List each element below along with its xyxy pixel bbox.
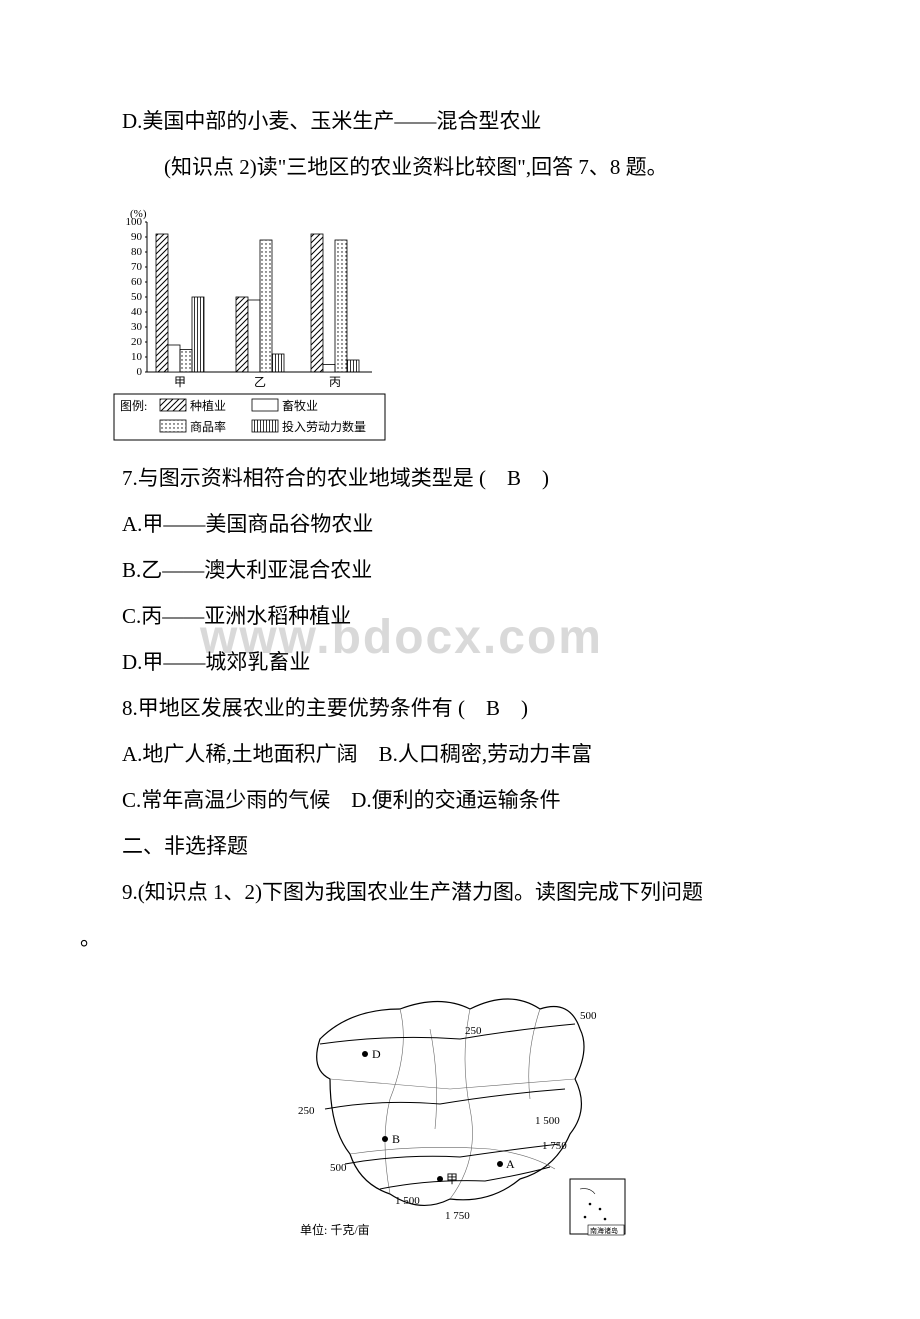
section-2-heading: 二、非选择题 xyxy=(80,825,840,867)
document-content: D.美国中部的小麦、玉米生产——混合型农业 (知识点 2)读"三地区的农业资料比… xyxy=(80,100,840,1249)
q9-stem: 9.(知识点 1、2)下图为我国农业生产潜力图。读图完成下列问题 xyxy=(80,871,840,913)
q9-stem-cont: 。 xyxy=(80,917,840,959)
q7-option-d: D.甲——城郊乳畜业 xyxy=(80,641,840,683)
bar-chart: (%) 0 10 20 30 40 50 60 70 80 90 100 xyxy=(112,202,387,442)
y-ticks: 0 10 20 30 40 50 60 70 80 90 100 xyxy=(126,216,143,378)
svg-text:B: B xyxy=(392,1132,400,1146)
svg-text:10: 10 xyxy=(131,351,143,363)
instruction-q7-8: (知识点 2)读"三地区的农业资料比较图",回答 7、8 题。 xyxy=(80,146,840,188)
svg-text:90: 90 xyxy=(131,231,143,243)
group-jia: 甲 xyxy=(156,234,204,389)
svg-text:40: 40 xyxy=(131,306,143,318)
svg-text:1 500: 1 500 xyxy=(535,1115,560,1127)
q7-stem: 7.与图示资料相符合的农业地域类型是 ( B ) xyxy=(80,457,840,499)
svg-text:甲: 甲 xyxy=(446,1172,458,1186)
group-bing: 丙 xyxy=(311,234,359,389)
svg-text:1 750: 1 750 xyxy=(542,1140,567,1152)
svg-text:500: 500 xyxy=(330,1162,347,1174)
svg-text:1 750: 1 750 xyxy=(445,1210,470,1222)
svg-text:500: 500 xyxy=(580,1010,597,1022)
svg-text:50: 50 xyxy=(131,291,143,303)
q8-option-cd: C.常年高温少雨的气候 D.便利的交通运输条件 xyxy=(80,779,840,821)
svg-text:60: 60 xyxy=(131,276,143,288)
svg-text:乙: 乙 xyxy=(254,375,266,389)
q8-stem: 8.甲地区发展农业的主要优势条件有 ( B ) xyxy=(80,687,840,729)
svg-text:100: 100 xyxy=(126,216,143,228)
svg-text:250: 250 xyxy=(465,1025,482,1037)
group-yi: 乙 xyxy=(236,240,284,389)
svg-text:种植业: 种植业 xyxy=(190,398,226,413)
svg-text:0: 0 xyxy=(137,366,143,378)
option-d-q6: D.美国中部的小麦、玉米生产——混合型农业 xyxy=(80,100,840,142)
inset-label: 南海诸岛 xyxy=(590,1226,618,1235)
q7-option-b: B.乙——澳大利亚混合农业 xyxy=(80,549,840,591)
svg-text:丙: 丙 xyxy=(329,375,341,389)
svg-text:A: A xyxy=(506,1157,515,1171)
svg-text:70: 70 xyxy=(131,261,143,273)
svg-text:1 500: 1 500 xyxy=(395,1195,420,1207)
svg-text:甲: 甲 xyxy=(174,375,186,389)
map-unit-label: 单位: 千克/亩 xyxy=(300,1222,370,1237)
q8-option-ab: A.地广人稀,土地面积广阔 B.人口稠密,劳动力丰富 xyxy=(80,733,840,775)
svg-text:250: 250 xyxy=(298,1105,315,1117)
q7-option-c: C.丙——亚洲水稻种植业 xyxy=(80,595,840,637)
china-map: D B 甲 A 500 250 250 500 1 500 1 500 1 75… xyxy=(290,969,630,1249)
svg-text:30: 30 xyxy=(131,321,143,333)
svg-text:D: D xyxy=(372,1047,381,1061)
svg-text:商品率: 商品率 xyxy=(190,419,226,434)
svg-text:投入劳动力数量: 投入劳动力数量 xyxy=(282,419,366,434)
q7-option-a: A.甲——美国商品谷物农业 xyxy=(80,503,840,545)
svg-text:20: 20 xyxy=(131,336,143,348)
svg-text:80: 80 xyxy=(131,246,143,258)
legend: 图例: 种植业 畜牧业 商品率 投入劳动力数量 xyxy=(120,398,366,434)
svg-text:图例:: 图例: xyxy=(120,399,147,413)
svg-text:畜牧业: 畜牧业 xyxy=(282,398,318,413)
